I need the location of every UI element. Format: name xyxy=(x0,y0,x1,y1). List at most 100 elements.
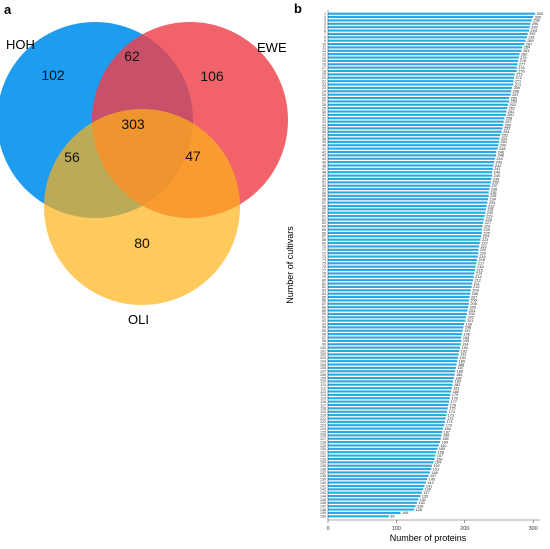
bar-data-label: 221 xyxy=(481,245,487,249)
bar xyxy=(328,478,428,481)
bar-data-label: 268 xyxy=(513,90,519,94)
bar xyxy=(328,484,425,487)
y-tick-label: 45 xyxy=(322,160,326,164)
y-tick-label: 20 xyxy=(322,76,326,80)
bar xyxy=(328,36,528,39)
y-tick-labels: 1234567891011121314151617181920212223242… xyxy=(320,12,326,519)
y-tick-label: 65 xyxy=(322,228,326,232)
bar-data-label: 263 xyxy=(509,103,515,107)
bar-data-label: 181 xyxy=(453,386,459,390)
bar xyxy=(328,373,455,376)
bar-data-label: 212 xyxy=(474,278,480,282)
region-oli-only: 80 xyxy=(134,235,150,251)
y-tick-label: 67 xyxy=(322,235,326,239)
bar-data-label: 246 xyxy=(498,150,504,154)
bar-data-label: 242 xyxy=(495,164,501,168)
bar xyxy=(328,285,472,288)
y-tick-label: 116 xyxy=(320,400,326,404)
y-tick-label: 32 xyxy=(322,117,326,121)
bar xyxy=(328,144,499,147)
y-tick-label: 74 xyxy=(322,258,326,262)
bar-data-label: 240 xyxy=(494,171,500,175)
region-hoh-only: 102 xyxy=(41,67,65,83)
bar-data-label: 184 xyxy=(455,376,461,380)
y-tick-label: 81 xyxy=(322,282,326,286)
y-tick-label: 96 xyxy=(322,332,326,336)
bar-data-label: 294 xyxy=(531,29,537,33)
bar xyxy=(328,319,466,322)
bar xyxy=(328,265,476,268)
bar xyxy=(328,457,435,461)
bar-data-label: 234 xyxy=(490,198,496,202)
bar xyxy=(328,306,469,309)
bar xyxy=(328,322,465,326)
bar-data-label: 162 xyxy=(440,444,446,448)
bar xyxy=(328,326,464,329)
bar xyxy=(328,302,469,305)
y-tick-label: 134 xyxy=(320,461,326,465)
y-tick-label: 23 xyxy=(322,86,326,90)
y-tick-label: 123 xyxy=(320,424,326,428)
y-tick-label: 52 xyxy=(322,184,326,188)
venn-diagram: a HOH EWE OLI 102 106 80 62 56 47 303 xyxy=(0,2,288,327)
y-tick-label: 63 xyxy=(322,221,326,225)
bar-data-label: 130 xyxy=(418,501,424,505)
bar xyxy=(328,86,512,89)
bar-data-label: 228 xyxy=(485,218,491,222)
y-tick-label: 108 xyxy=(320,373,326,377)
bar xyxy=(328,167,493,170)
y-tick-label: 26 xyxy=(322,96,326,100)
bar-series xyxy=(328,12,536,518)
y-tick-label: 135 xyxy=(320,464,326,468)
bar-data-label: 232 xyxy=(488,204,494,208)
bar xyxy=(328,103,508,106)
y-tick-label: 58 xyxy=(322,204,326,208)
bar-data-label: 189 xyxy=(459,359,465,363)
bar-data-label: 195 xyxy=(463,336,469,340)
y-tick-label: 11 xyxy=(322,46,326,50)
y-tick-label: 78 xyxy=(322,272,326,276)
bar xyxy=(328,414,447,417)
bar-data-label: 246 xyxy=(498,154,504,158)
bar-data-label: 179 xyxy=(452,393,458,397)
bar-data-label: 237 xyxy=(492,184,498,188)
y-tick-label: 6 xyxy=(324,29,326,33)
x-tick-labels: 0 100 200 300 xyxy=(326,520,538,532)
bar-data-label: 249 xyxy=(500,144,506,148)
y-tick-label: 34 xyxy=(322,123,326,127)
y-tick-label: 14 xyxy=(322,56,326,60)
y-tick-label: 131 xyxy=(320,451,326,455)
y-tick-label: 22 xyxy=(322,83,326,87)
bar xyxy=(328,403,449,407)
bar-data-label: 214 xyxy=(476,272,482,276)
bar-data-label: 168 xyxy=(444,427,450,431)
bar-data-label: 303 xyxy=(537,12,543,16)
y-tick-label: 113 xyxy=(320,390,326,394)
bar xyxy=(328,407,448,410)
bar-data-label: 198 xyxy=(465,326,471,330)
bar-data-label: 216 xyxy=(477,265,483,269)
y-tick-label: 112 xyxy=(320,386,326,390)
bar-data-label: 206 xyxy=(470,302,476,306)
bar xyxy=(328,383,453,386)
y-tick-label: 47 xyxy=(322,167,326,171)
y-tick-label: 147 xyxy=(320,504,326,508)
bar xyxy=(328,225,483,228)
bar xyxy=(328,181,491,184)
bar xyxy=(328,228,482,231)
bar-data-label: 284 xyxy=(524,46,530,50)
y-tick-label: 83 xyxy=(322,289,326,293)
bar xyxy=(328,430,443,434)
bar-data-label: 271 xyxy=(515,83,521,87)
y-tick-label: 86 xyxy=(322,299,326,303)
bar xyxy=(328,73,515,76)
bar-data-label: 206 xyxy=(470,299,476,303)
bar xyxy=(328,461,434,464)
bar xyxy=(328,471,430,474)
bar xyxy=(328,346,460,349)
bar-data-label: 300 xyxy=(535,15,541,19)
y-tick-label: 128 xyxy=(320,440,326,444)
bar-data-label: 218 xyxy=(479,258,485,262)
y-tick-label: 64 xyxy=(322,225,326,229)
y-tick-label: 130 xyxy=(320,447,326,451)
